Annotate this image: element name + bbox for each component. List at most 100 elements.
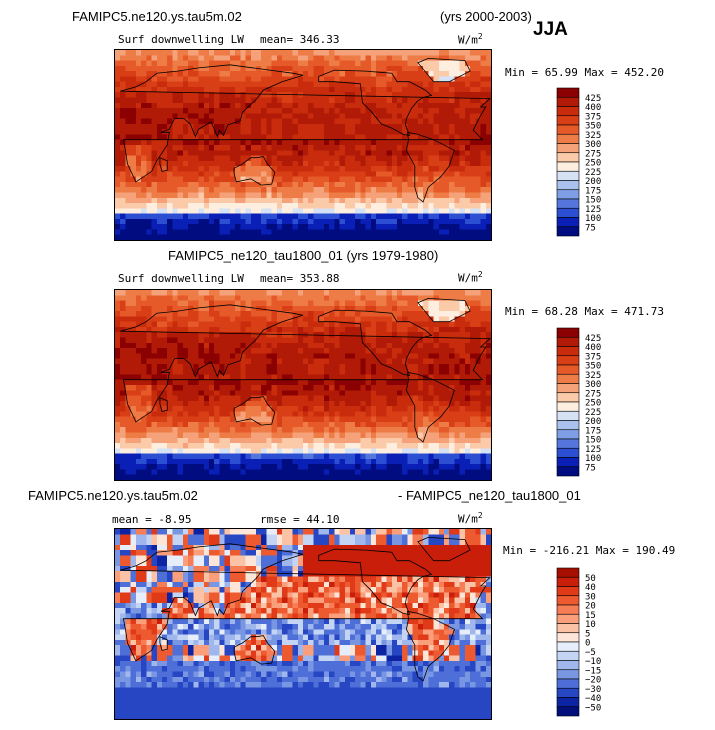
panel1-map <box>114 49 492 241</box>
panel2-colorbar-box <box>556 410 580 421</box>
panel2-colorbar-box <box>556 401 580 412</box>
panel3-colorbar-label: 30 <box>585 592 596 602</box>
panel2-colorbar-label: 175 <box>585 426 601 436</box>
panel1-units: W/m2 <box>458 32 483 47</box>
panel1-colorbar-box <box>556 152 580 163</box>
panel2-colorbar-box <box>556 383 580 394</box>
panel3-title-right: - FAMIPC5_ne120_tau1800_01 <box>398 488 581 503</box>
panel3-colorbar-label: −15 <box>585 666 601 676</box>
panel3-colorbar-box <box>556 660 580 671</box>
panel1-colorbar-label: 200 <box>585 177 601 187</box>
panel1-minmax: Min = 65.99 Max = 452.20 <box>505 66 664 79</box>
panel3-colorbar-box <box>556 650 580 661</box>
panel1-colorbar-box <box>556 115 580 126</box>
panel2-colorbar-box <box>556 364 580 375</box>
panel1-colorbar-label: 225 <box>585 168 601 178</box>
panel3-title-left: FAMIPC5.ne120.ys.tau5m.02 <box>28 488 198 503</box>
panel2-colorbar-box <box>556 355 580 366</box>
panel1-colorbar-label: 150 <box>585 196 601 206</box>
panel3-rmse: rmse = 44.10 <box>260 513 340 526</box>
panel2-colorbar-box <box>556 420 580 431</box>
panel2-mean: mean= 353.88 <box>260 272 340 285</box>
panel3-units: W/m2 <box>458 511 483 526</box>
panel3-minmax: Min = -216.21 Max = 190.49 <box>503 544 676 557</box>
panel1-colorbar-box <box>556 180 580 191</box>
panel3-mean: mean = -8.95 <box>112 513 192 526</box>
panel2-colorbar-label: 275 <box>585 389 601 399</box>
panel1-colorbar-box <box>556 96 580 107</box>
panel1-colorbar-box <box>556 170 580 181</box>
panel2-colorbar-box <box>556 466 580 477</box>
panel3-colorbar-box <box>556 678 580 689</box>
panel1-colorbar-label: 100 <box>585 214 601 224</box>
panel2-colorbar-label: 425 <box>585 334 601 344</box>
panel2-colorbar-label: 300 <box>585 380 601 390</box>
panel3-colorbar-label: 40 <box>585 583 596 593</box>
panel2-map-coastlines <box>120 297 491 443</box>
panel1-colorbar-box <box>556 198 580 209</box>
panel2-colorbar-label: 400 <box>585 343 601 353</box>
panel2-colorbar-box <box>556 373 580 384</box>
panel2-field <box>115 290 491 480</box>
panel1-colorbar-label: 425 <box>585 94 601 104</box>
panel2-colorbar-label: 350 <box>585 362 601 372</box>
panel2-colorbar-label: 150 <box>585 436 601 446</box>
panel1-colorbar-label: 125 <box>585 205 601 215</box>
panel1-variable: Surf downwelling LW <box>118 33 244 46</box>
panel1-colorbar-box <box>556 143 580 154</box>
panel1-colorbar-box <box>556 133 580 144</box>
panel2-colorbar-label: 225 <box>585 408 601 418</box>
panel2-colorbar-label: 75 <box>585 463 596 473</box>
panel1-colorbar-box <box>556 226 580 237</box>
panel3-map-coastlines <box>120 536 491 682</box>
panel3-colorbar-box <box>556 623 580 634</box>
panel1-colorbar-box <box>556 189 580 200</box>
panel3-colorbar-box <box>556 576 580 587</box>
panel1-map-cells <box>115 50 491 240</box>
panel1-colorbar-label: 325 <box>585 131 601 141</box>
panel3-field <box>115 529 491 719</box>
panel1-colorbar-label: 400 <box>585 103 601 113</box>
panel2-minmax: Min = 68.28 Max = 471.73 <box>505 305 664 318</box>
panel2-colorbar-box <box>556 392 580 403</box>
panel2-colorbar-box <box>556 457 580 468</box>
panel3-colorbar-label: −50 <box>585 703 601 713</box>
panel1-colorbar-label: 75 <box>585 223 596 233</box>
panel2-variable: Surf downwelling LW <box>118 272 244 285</box>
panel3-colorbar-label: −5 <box>585 648 596 658</box>
panel1-colorbar-box <box>556 124 580 135</box>
years-label: (yrs 2000-2003) <box>440 9 532 24</box>
panel2-map <box>114 289 492 481</box>
panel2-colorbar-box <box>556 327 580 338</box>
panel3-colorbar-box <box>556 669 580 680</box>
panel1-colorbar-label: 375 <box>585 112 601 122</box>
panel3-colorbar-box <box>556 687 580 698</box>
season-label: JJA <box>533 19 568 40</box>
panel2-colorbar-label: 125 <box>585 445 601 455</box>
panel3-colorbar-label: −40 <box>585 694 601 704</box>
panel3-colorbar-label: 0 <box>585 639 590 649</box>
panel3-colorbar-label: 10 <box>585 620 596 630</box>
panel2-colorbar-box <box>556 336 580 347</box>
panel1-map-coastlines <box>120 57 491 203</box>
panel1-mean: mean= 346.33 <box>260 33 340 46</box>
panel3-colorbar-box <box>556 641 580 652</box>
panel2-colorbar-box <box>556 447 580 458</box>
panel3-map-cells <box>115 529 491 719</box>
panel3-colorbar-box <box>556 706 580 717</box>
panel1-colorbar-box <box>556 87 580 98</box>
panel3-colorbar-label: −30 <box>585 685 601 695</box>
panel3-colorbar-label: 50 <box>585 574 596 584</box>
panel1-colorbar: 4254003753503253002752502252001751501251… <box>556 87 601 237</box>
panel1-colorbar-box <box>556 161 580 172</box>
panel3-colorbar-box <box>556 697 580 708</box>
panel1-colorbar-label: 350 <box>585 122 601 132</box>
run-title: FAMIPC5.ne120.ys.tau5m.02 <box>72 9 242 24</box>
panel3-colorbar-box <box>556 613 580 624</box>
panel2-colorbar-box <box>556 438 580 449</box>
panel3-colorbar-label: 5 <box>585 629 590 639</box>
panel2-colorbar-label: 325 <box>585 371 601 381</box>
panel3-colorbar-label: −20 <box>585 676 601 686</box>
panel1-colorbar-label: 250 <box>585 159 601 169</box>
panel2-colorbar-label: 375 <box>585 352 601 362</box>
